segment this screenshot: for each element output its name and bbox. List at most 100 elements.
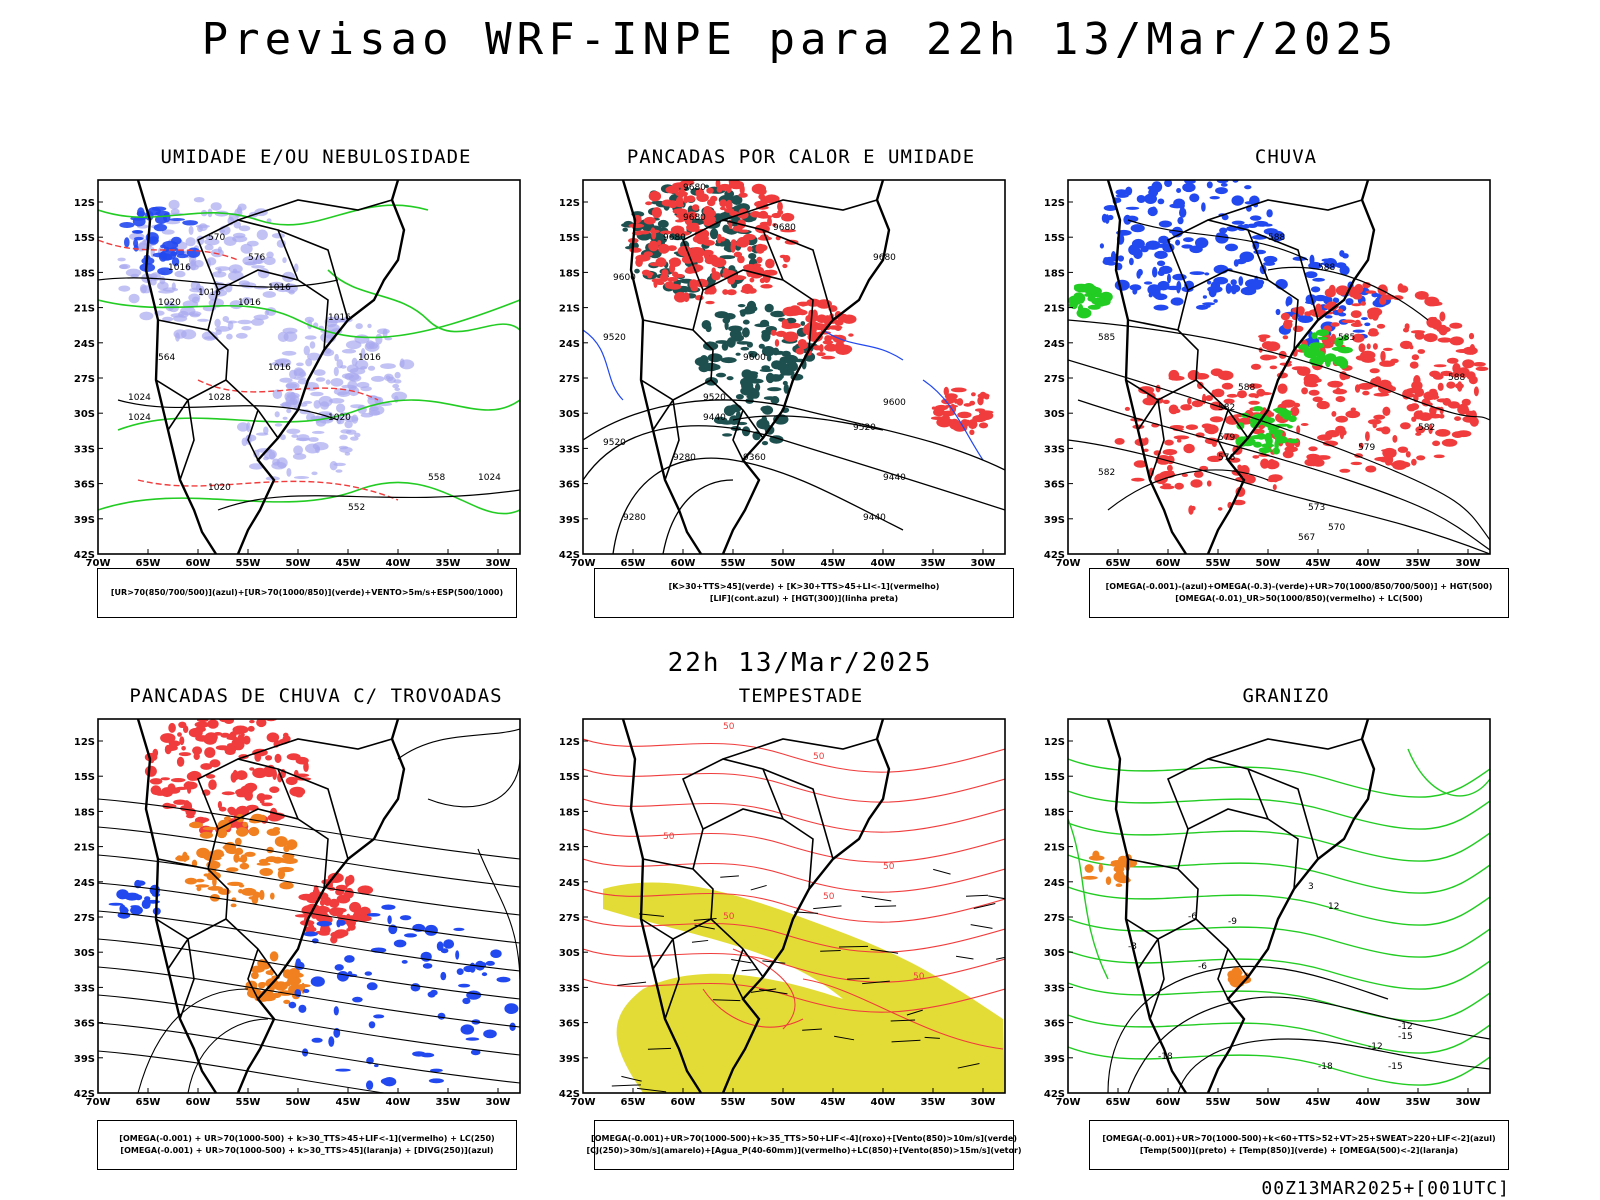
rain-red [1398,285,1409,293]
lon-tick-label: 40W [1356,558,1381,569]
rain-blue [1213,299,1218,303]
rain-red [1258,453,1270,457]
humidity-lavender [168,199,180,210]
rain-red [1423,333,1438,343]
rain-red [1439,311,1446,322]
temp850-contour [1068,886,1490,926]
showers-teal [735,394,744,400]
rain-red [1168,404,1179,415]
contour-label: 9520 [703,393,726,403]
contour-label: 9440 [703,413,726,423]
lon-tick-label: 45W [1306,558,1331,569]
showers-red [737,255,745,264]
lat-tick-label: 27S [1044,913,1065,924]
rain-red [1375,427,1389,432]
storm-red [318,931,330,936]
humidity-lavender [365,340,375,350]
showers-red [694,228,710,239]
rain-blue [1103,205,1118,211]
contour-label: 9520 [603,333,626,343]
coastline [621,179,891,555]
lon-tick-label: 30W [1456,1097,1481,1108]
storm-red [357,885,374,895]
rain-red [1380,350,1386,362]
rain-red [1439,406,1444,415]
humidity-lavender [375,333,383,345]
isobar [117,399,339,421]
rain-green [1337,346,1353,354]
rain-green [1287,438,1299,444]
storm-orange [240,854,248,863]
coastline [136,718,406,1094]
storm-orange [251,971,259,980]
storm-red [265,755,273,761]
showers-red [777,209,784,216]
lat-tick-label: 39S [74,515,95,526]
showers-red [643,216,656,225]
showers-red [743,233,756,241]
humidity-lavender [325,379,331,385]
showers-red [824,343,839,352]
contour-label: 9680 [683,183,706,193]
humidity-lavender [175,332,180,342]
streamline [98,1050,388,1093]
lat-tick-label: 33S [559,444,580,455]
humidity-lavender [286,428,301,434]
omega-orange [1084,864,1094,873]
storm-red [249,719,255,724]
humidity-blue [160,253,173,261]
rain-blue [1157,198,1165,205]
humidity-lavender [350,404,364,409]
storm-red [221,791,235,796]
plot-border [97,179,521,555]
divergence-blue [336,971,349,982]
humidity-lavender [171,282,176,291]
precipitable-water-contour [583,828,1005,863]
storm-orange [248,826,260,837]
streamline [477,848,520,980]
divergence-blue [134,894,143,901]
rain-green [1077,303,1084,315]
legend-pancadas-calor: [K>30+TTS>45](verde) + [K>30+TTS>45+LI<-… [594,568,1014,618]
rain-red [1298,307,1305,316]
rain-red [1143,448,1149,452]
storm-orange [226,867,239,872]
divergence-blue [374,1064,379,1068]
rain-red [1373,392,1390,397]
rain-red [1167,464,1173,472]
showers-red [711,267,716,274]
showers-red [718,183,732,191]
rain-blue [1151,206,1157,212]
rain-blue [1132,288,1138,295]
wind-vector [720,875,739,878]
humidity-lavender [354,334,370,344]
omega-orange [1232,972,1242,979]
wind-vector [988,895,1005,900]
showers-teal [778,374,784,379]
showers-teal [770,310,786,318]
rain-blue [1182,182,1196,193]
rain-red [1162,399,1170,404]
storm-red [188,727,203,738]
rain-red [1428,423,1433,435]
rain-red [1405,451,1411,458]
storm-red [261,802,273,807]
rain-red [1335,396,1346,403]
humidity-lavender [188,225,194,235]
rain-red [1114,438,1125,445]
humidity-lavender [339,434,348,440]
humidity-lavender [384,337,393,341]
lat-tick-label: 36S [559,480,580,491]
contour-label: 9680 [683,213,706,223]
lat-tick-label: 30S [74,409,95,420]
wind-vector [802,1028,822,1031]
legend-trovoadas: [OMEGA(-0.001) + UR>70(1000-500) + k>30_… [97,1120,517,1170]
showers-red [686,223,700,232]
wind-vector [639,913,664,917]
storm-orange [207,886,223,891]
rain-red [1337,308,1343,314]
rain-blue [1128,244,1140,256]
rain-red [1281,399,1296,408]
storm-red [164,744,172,755]
rain-red [1250,363,1262,370]
